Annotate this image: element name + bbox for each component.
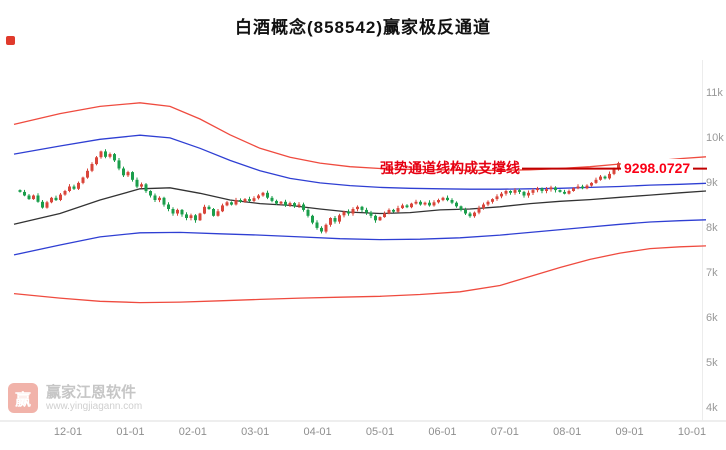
y-tick-label: 7k	[706, 267, 718, 279]
x-tick-label: 08-01	[553, 426, 581, 438]
x-tick-label: 01-01	[116, 426, 144, 438]
y-tick-label: 10k	[706, 132, 724, 144]
channel-line-lower-blue	[13, 219, 707, 256]
plot-area: 11k 10k 9k 8k 7k 6k 5k 4k 12-01 01-01 02-01 03-01 04…	[0, 60, 726, 438]
watermark-logo-char: 赢	[14, 392, 31, 409]
y-tick-label: 5k	[706, 357, 718, 369]
x-tick-label: 03-01	[241, 426, 269, 438]
support-annotation: 强势通道线构成支撑线	[380, 160, 520, 176]
y-tick-label: 4k	[706, 402, 718, 414]
watermark-brand: 赢家江恩软件	[46, 383, 137, 401]
x-tick-label: 07-01	[491, 426, 519, 438]
x-tick-label: 09-01	[616, 426, 644, 438]
watermark-logo-icon: 赢	[8, 383, 38, 413]
x-tick-label: 06-01	[428, 426, 456, 438]
chart-title: 白酒概念(858542)赢家极反通道	[234, 18, 492, 37]
y-tick-label: 9k	[706, 177, 718, 189]
watermark: 赢 赢家江恩软件 www.yingjiagann.com	[8, 383, 142, 413]
x-tick-label: 04-01	[304, 426, 332, 438]
channel-line-middle-black	[13, 187, 707, 225]
watermark-text: 赢家江恩软件 www.yingjiagann.com	[46, 384, 142, 413]
watermark-url: www.yingjiagann.com	[46, 400, 143, 412]
price-label: 9298.0727	[621, 159, 694, 177]
x-tick-label: 12-01	[54, 426, 82, 438]
channel-line-upper-blue	[13, 134, 707, 190]
x-tick-label: 10-01	[678, 426, 706, 438]
y-tick-label: 6k	[706, 312, 718, 324]
app-corner-icon	[6, 36, 15, 45]
channel-line-upper-red	[13, 102, 707, 171]
x-tick-label: 02-01	[179, 426, 207, 438]
y-tick-label: 8k	[706, 222, 718, 234]
x-tick-label: 05-01	[366, 426, 394, 438]
y-tick-label: 11k	[706, 87, 723, 99]
channel-line-lower-red	[13, 245, 707, 304]
